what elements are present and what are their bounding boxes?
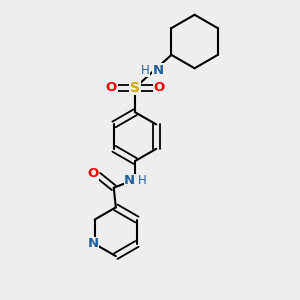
Text: N: N bbox=[152, 64, 164, 77]
Text: N: N bbox=[124, 174, 135, 188]
Text: O: O bbox=[87, 167, 99, 180]
Text: H: H bbox=[138, 174, 147, 188]
Text: N: N bbox=[88, 237, 99, 250]
Text: O: O bbox=[106, 81, 117, 94]
Text: O: O bbox=[153, 81, 164, 94]
Text: S: S bbox=[130, 81, 140, 94]
Text: H: H bbox=[141, 64, 149, 77]
